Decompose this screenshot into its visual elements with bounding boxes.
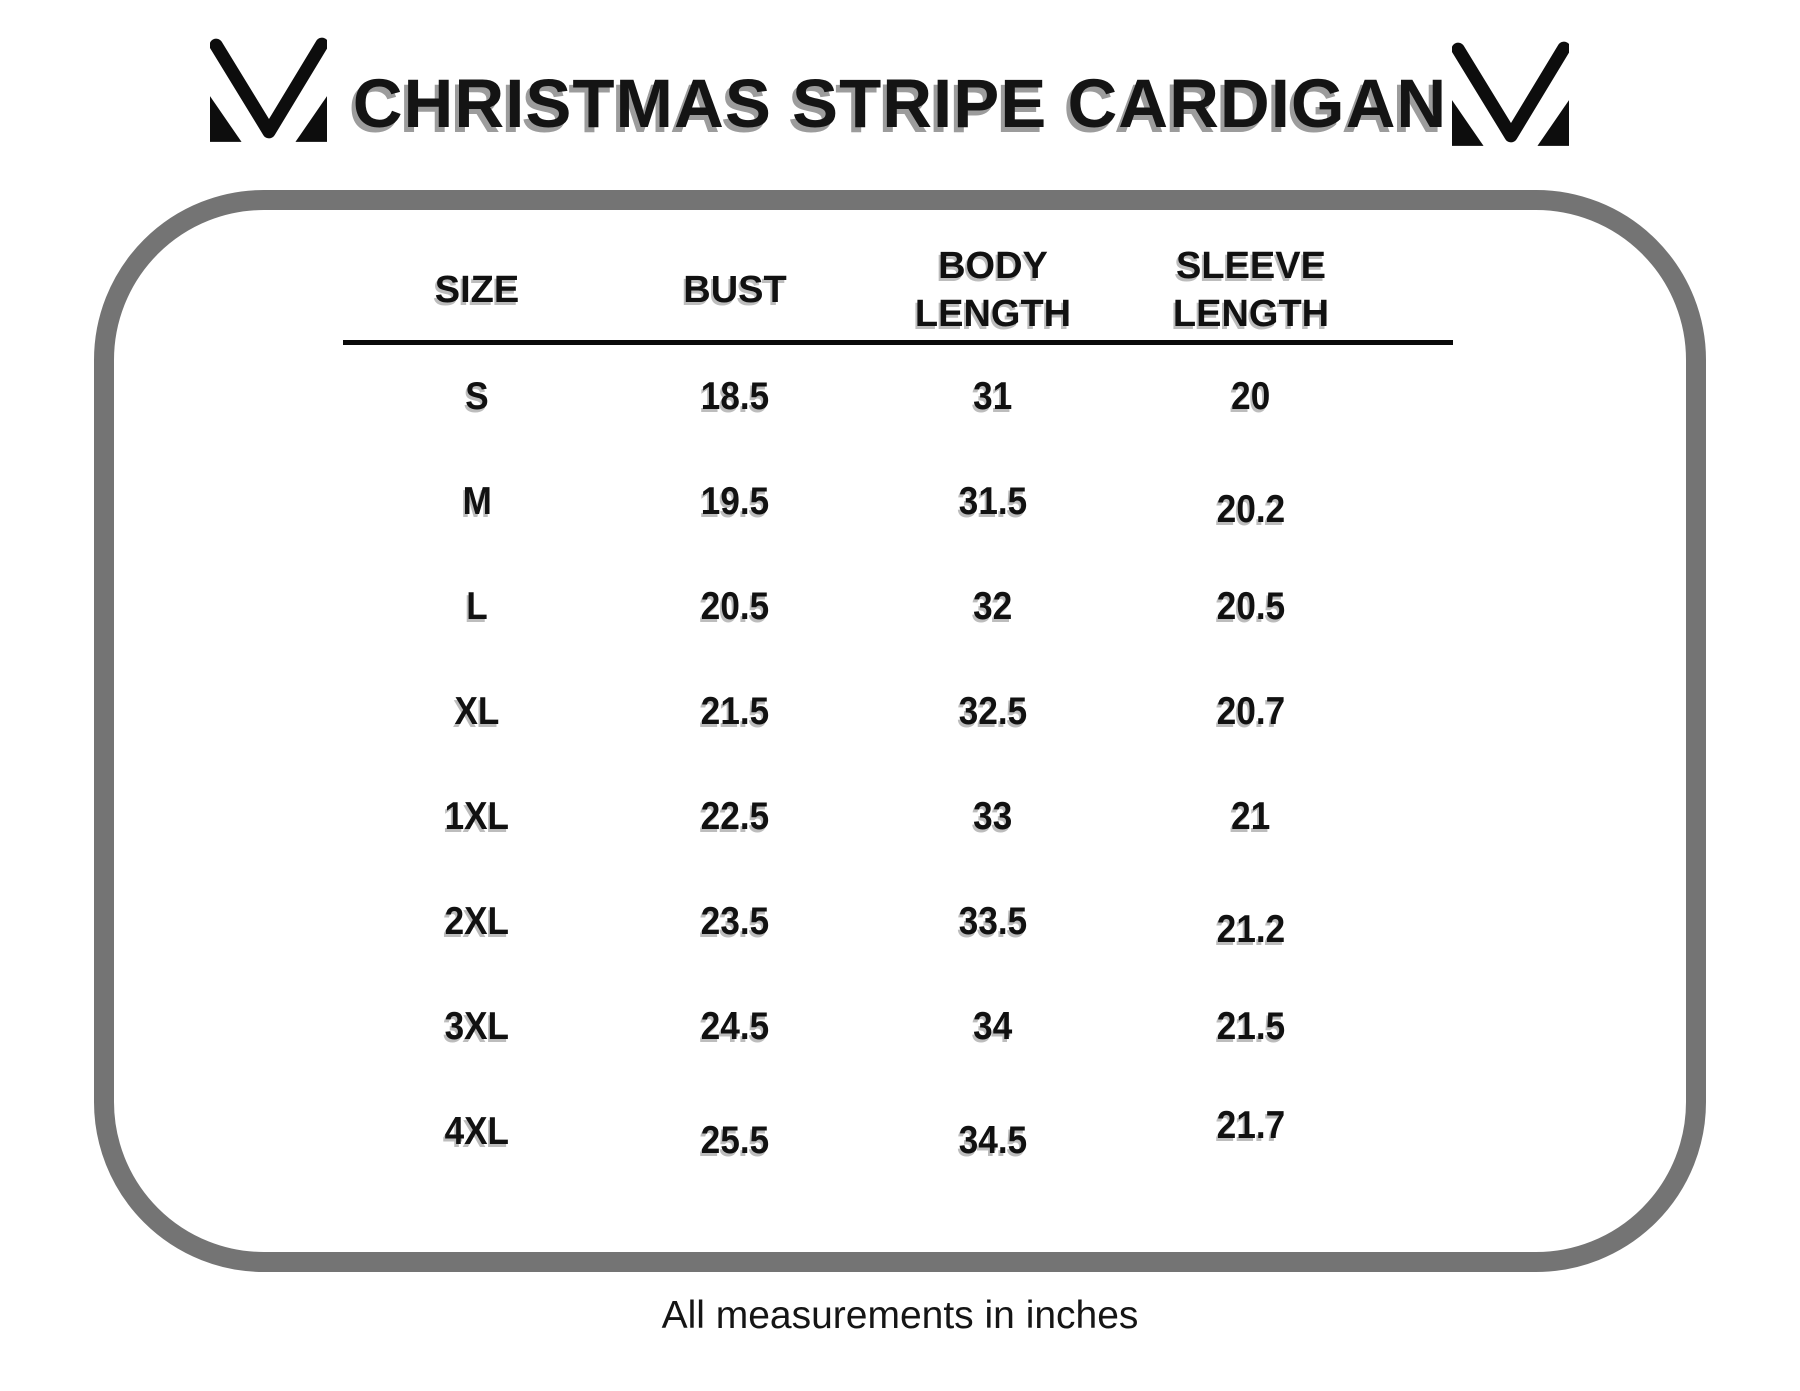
bust-value: 24.5 (700, 1004, 770, 1048)
body-length-value-cell: 33 (864, 764, 1122, 869)
size-label-cell: 3XL (348, 974, 606, 1079)
bust-value-cell: 20.5 (606, 554, 864, 659)
sleeve-length-value-cell: 21 (1122, 764, 1380, 869)
size-label-cell: L (348, 554, 606, 659)
bust-value-cell: 22.5 (606, 764, 864, 869)
sleeve-length-value: 21.2 (1216, 907, 1286, 951)
column-header-line: SIZE (434, 269, 520, 311)
units-note: All measurements in inches (661, 1294, 1139, 1337)
sleeve-length-value: 21.7 (1216, 1103, 1286, 1147)
sleeve-length-value: 20.2 (1216, 487, 1286, 531)
body-length-value: 33 (973, 794, 1013, 838)
sleeve-length-value: 20.7 (1216, 689, 1286, 733)
body-length-value-cell: 32.5 (864, 659, 1122, 764)
size-chart-frame (94, 190, 1706, 1272)
body-length-value-cell: 34.5 (864, 1079, 1122, 1184)
sleeve-length-value: 20.5 (1216, 584, 1286, 628)
body-length-value: 31 (973, 374, 1013, 418)
body-length-value-cell: 31.5 (864, 449, 1122, 554)
size-label: L (466, 584, 488, 628)
column-header-line: LENGTH (1172, 293, 1330, 335)
bust-value-cell: 19.5 (606, 449, 864, 554)
body-length-value: 34 (973, 1004, 1013, 1048)
column-header-sleeve-length: SLEEVE LENGTH (1122, 212, 1380, 368)
bust-value: 25.5 (700, 1118, 770, 1162)
body-length-value-cell: 32 (864, 554, 1122, 659)
sleeve-length-value: 21 (1231, 794, 1271, 838)
bust-value-cell: 21.5 (606, 659, 864, 764)
sleeve-length-value-cell: 20.5 (1122, 554, 1380, 659)
body-length-value: 31.5 (958, 479, 1028, 523)
size-label-cell: 1XL (348, 764, 606, 869)
sleeve-length-value-cell: 20.2 (1122, 449, 1380, 554)
column-header-bust: BUST (606, 212, 864, 368)
size-label-cell: M (348, 449, 606, 554)
size-label: 3XL (444, 1004, 510, 1048)
column-header-line: BODY (938, 245, 1048, 287)
column-header-line: LENGTH (914, 293, 1072, 335)
column-header-size: SIZE (348, 212, 606, 368)
header-underline (343, 340, 1453, 345)
sleeve-length-value-cell: 20.7 (1122, 659, 1380, 764)
size-row-1xl: 1XL 22.5 33 21 (348, 764, 1380, 869)
size-row-xl: XL 21.5 32.5 20.7 (348, 659, 1380, 764)
m-check-logo-icon (209, 37, 329, 142)
size-label-cell: 2XL (348, 869, 606, 974)
size-label-cell: XL (348, 659, 606, 764)
sleeve-length-value: 21.5 (1216, 1004, 1286, 1048)
column-header-body-length: BODY LENGTH (864, 212, 1122, 368)
bust-value: 22.5 (700, 794, 770, 838)
body-length-value: 32.5 (958, 689, 1028, 733)
bust-value: 19.5 (700, 479, 770, 523)
body-length-value: 34.5 (958, 1118, 1028, 1162)
column-header-line: SLEEVE (1176, 245, 1326, 287)
bust-value: 21.5 (700, 689, 770, 733)
size-label: 2XL (444, 899, 510, 943)
size-label: 1XL (444, 794, 510, 838)
bust-value: 18.5 (700, 374, 770, 418)
sleeve-length-value-cell: 21.7 (1122, 1079, 1380, 1184)
size-row-l: L 20.5 32 20.5 (348, 554, 1380, 659)
size-label: M (462, 479, 492, 523)
body-length-value-cell: 33.5 (864, 869, 1122, 974)
bust-value-cell: 23.5 (606, 869, 864, 974)
brand-logo-left (209, 34, 329, 143)
size-label-cell: S (348, 344, 606, 449)
sleeve-length-value: 20 (1231, 374, 1271, 418)
m-check-logo-icon (1451, 41, 1571, 146)
size-label: XL (454, 689, 500, 733)
size-label-cell: 4XL (348, 1079, 606, 1184)
brand-logo-right (1451, 38, 1571, 147)
body-length-value: 33.5 (958, 899, 1028, 943)
bust-value: 23.5 (700, 899, 770, 943)
size-row-2xl: 2XL 23.5 33.5 21.2 (348, 869, 1380, 974)
size-label: 4XL (444, 1109, 510, 1153)
bust-value-cell: 25.5 (606, 1079, 864, 1184)
size-row-m: M 19.5 31.5 20.2 (348, 449, 1380, 554)
bust-value-cell: 24.5 (606, 974, 864, 1079)
body-length-value-cell: 34 (864, 974, 1122, 1079)
column-header-line: BUST (683, 269, 787, 311)
size-chart-header-row: SIZE BUST BODY LENGTH SLEEVE LENGTH (348, 212, 1380, 368)
size-row-s: S 18.5 31 20 (348, 344, 1380, 449)
page-title: CHRISTMAS STRIPE CARDIGAN (352, 65, 1448, 142)
sleeve-length-value-cell: 21.2 (1122, 869, 1380, 974)
body-length-value: 32 (973, 584, 1013, 628)
bust-value-cell: 18.5 (606, 344, 864, 449)
sleeve-length-value-cell: 21.5 (1122, 974, 1380, 1079)
size-row-4xl: 4XL 25.5 34.5 21.7 (348, 1079, 1380, 1184)
size-row-3xl: 3XL 24.5 34 21.5 (348, 974, 1380, 1079)
size-chart-body: S 18.5 31 20 M 19.5 31.5 20.2 L 20.5 32 … (348, 344, 1380, 1184)
body-length-value-cell: 31 (864, 344, 1122, 449)
sleeve-length-value-cell: 20 (1122, 344, 1380, 449)
bust-value: 20.5 (700, 584, 770, 628)
size-label: S (465, 374, 489, 418)
